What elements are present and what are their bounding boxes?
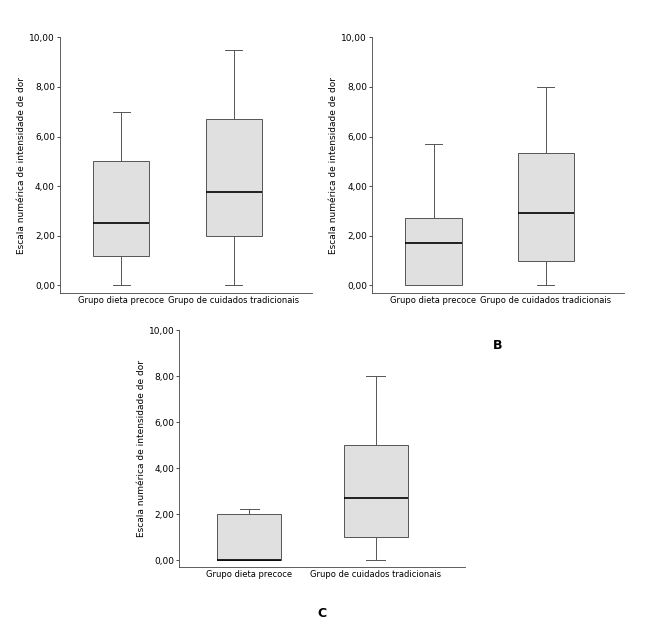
Bar [518, 153, 574, 260]
Text: C: C [317, 607, 327, 620]
Y-axis label: Escala numérica de intensidade de dor: Escala numérica de intensidade de dor [17, 77, 27, 254]
Text: B: B [493, 339, 503, 352]
Bar [217, 514, 281, 560]
Y-axis label: Escala numérica de intensidade de dor: Escala numérica de intensidade de dor [329, 77, 339, 254]
Bar [206, 119, 262, 235]
Bar [94, 161, 149, 255]
Bar [406, 219, 461, 285]
Y-axis label: Escala numérica de intensidade de dor: Escala numérica de intensidade de dor [137, 360, 146, 537]
Text: A: A [181, 339, 191, 352]
Bar [344, 445, 408, 537]
